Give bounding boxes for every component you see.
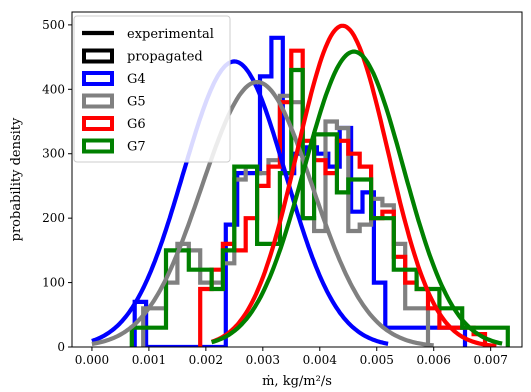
histogram-g4 (132, 35, 468, 347)
legend-box-swatch (82, 116, 114, 131)
histogram-g7 (129, 67, 510, 347)
histogram-g6 (198, 48, 488, 347)
normal-curve-g6 (210, 23, 497, 347)
legend-box-swatch (82, 138, 114, 154)
legend-label: G7 (127, 140, 146, 155)
y-tick-label: 300 (42, 147, 65, 161)
normal-curve-g5 (91, 79, 434, 347)
legend-box-swatch (82, 71, 114, 86)
legend-label: propagated (127, 50, 203, 65)
y-tick-label: 200 (42, 211, 65, 225)
axes-frame (71, 11, 523, 348)
x-tick-label: 0.007 (473, 353, 507, 367)
y-tick-label: 0 (57, 340, 65, 354)
legend-label: G6 (127, 117, 146, 132)
x-axis-title: ṁ, kg/m²/s (262, 374, 332, 389)
normal-curve-g7 (211, 49, 503, 346)
y-tick-label: 100 (42, 276, 65, 290)
legend: experimental propagated G4 G5 G6 G7 (73, 15, 231, 163)
ticks-layer: 0.000 0.001 0.002 0.003 0.004 0.005 0.006 0.007… (42, 18, 508, 367)
x-tick-label: 0.000 (75, 353, 109, 367)
legend-label: G4 (127, 72, 146, 87)
y-tick-label: 400 (42, 82, 65, 96)
y-tick-label: 500 (42, 18, 65, 32)
x-tick-label: 0.004 (303, 353, 338, 367)
x-tick-label: 0.005 (360, 353, 394, 367)
x-tick-label: 0.006 (417, 353, 451, 367)
legend-box-swatch (82, 93, 114, 109)
y-axis-title: probability density (9, 117, 24, 241)
legend-label: experimental (127, 27, 214, 42)
normal-curve-g4 (91, 59, 389, 346)
x-tick-label: 0.003 (246, 353, 280, 367)
legend-label: G5 (127, 95, 146, 110)
x-tick-label: 0.002 (189, 353, 223, 367)
legend-box-swatch (82, 48, 114, 64)
series-layer (91, 23, 510, 347)
x-tick-label: 0.001 (132, 353, 166, 367)
